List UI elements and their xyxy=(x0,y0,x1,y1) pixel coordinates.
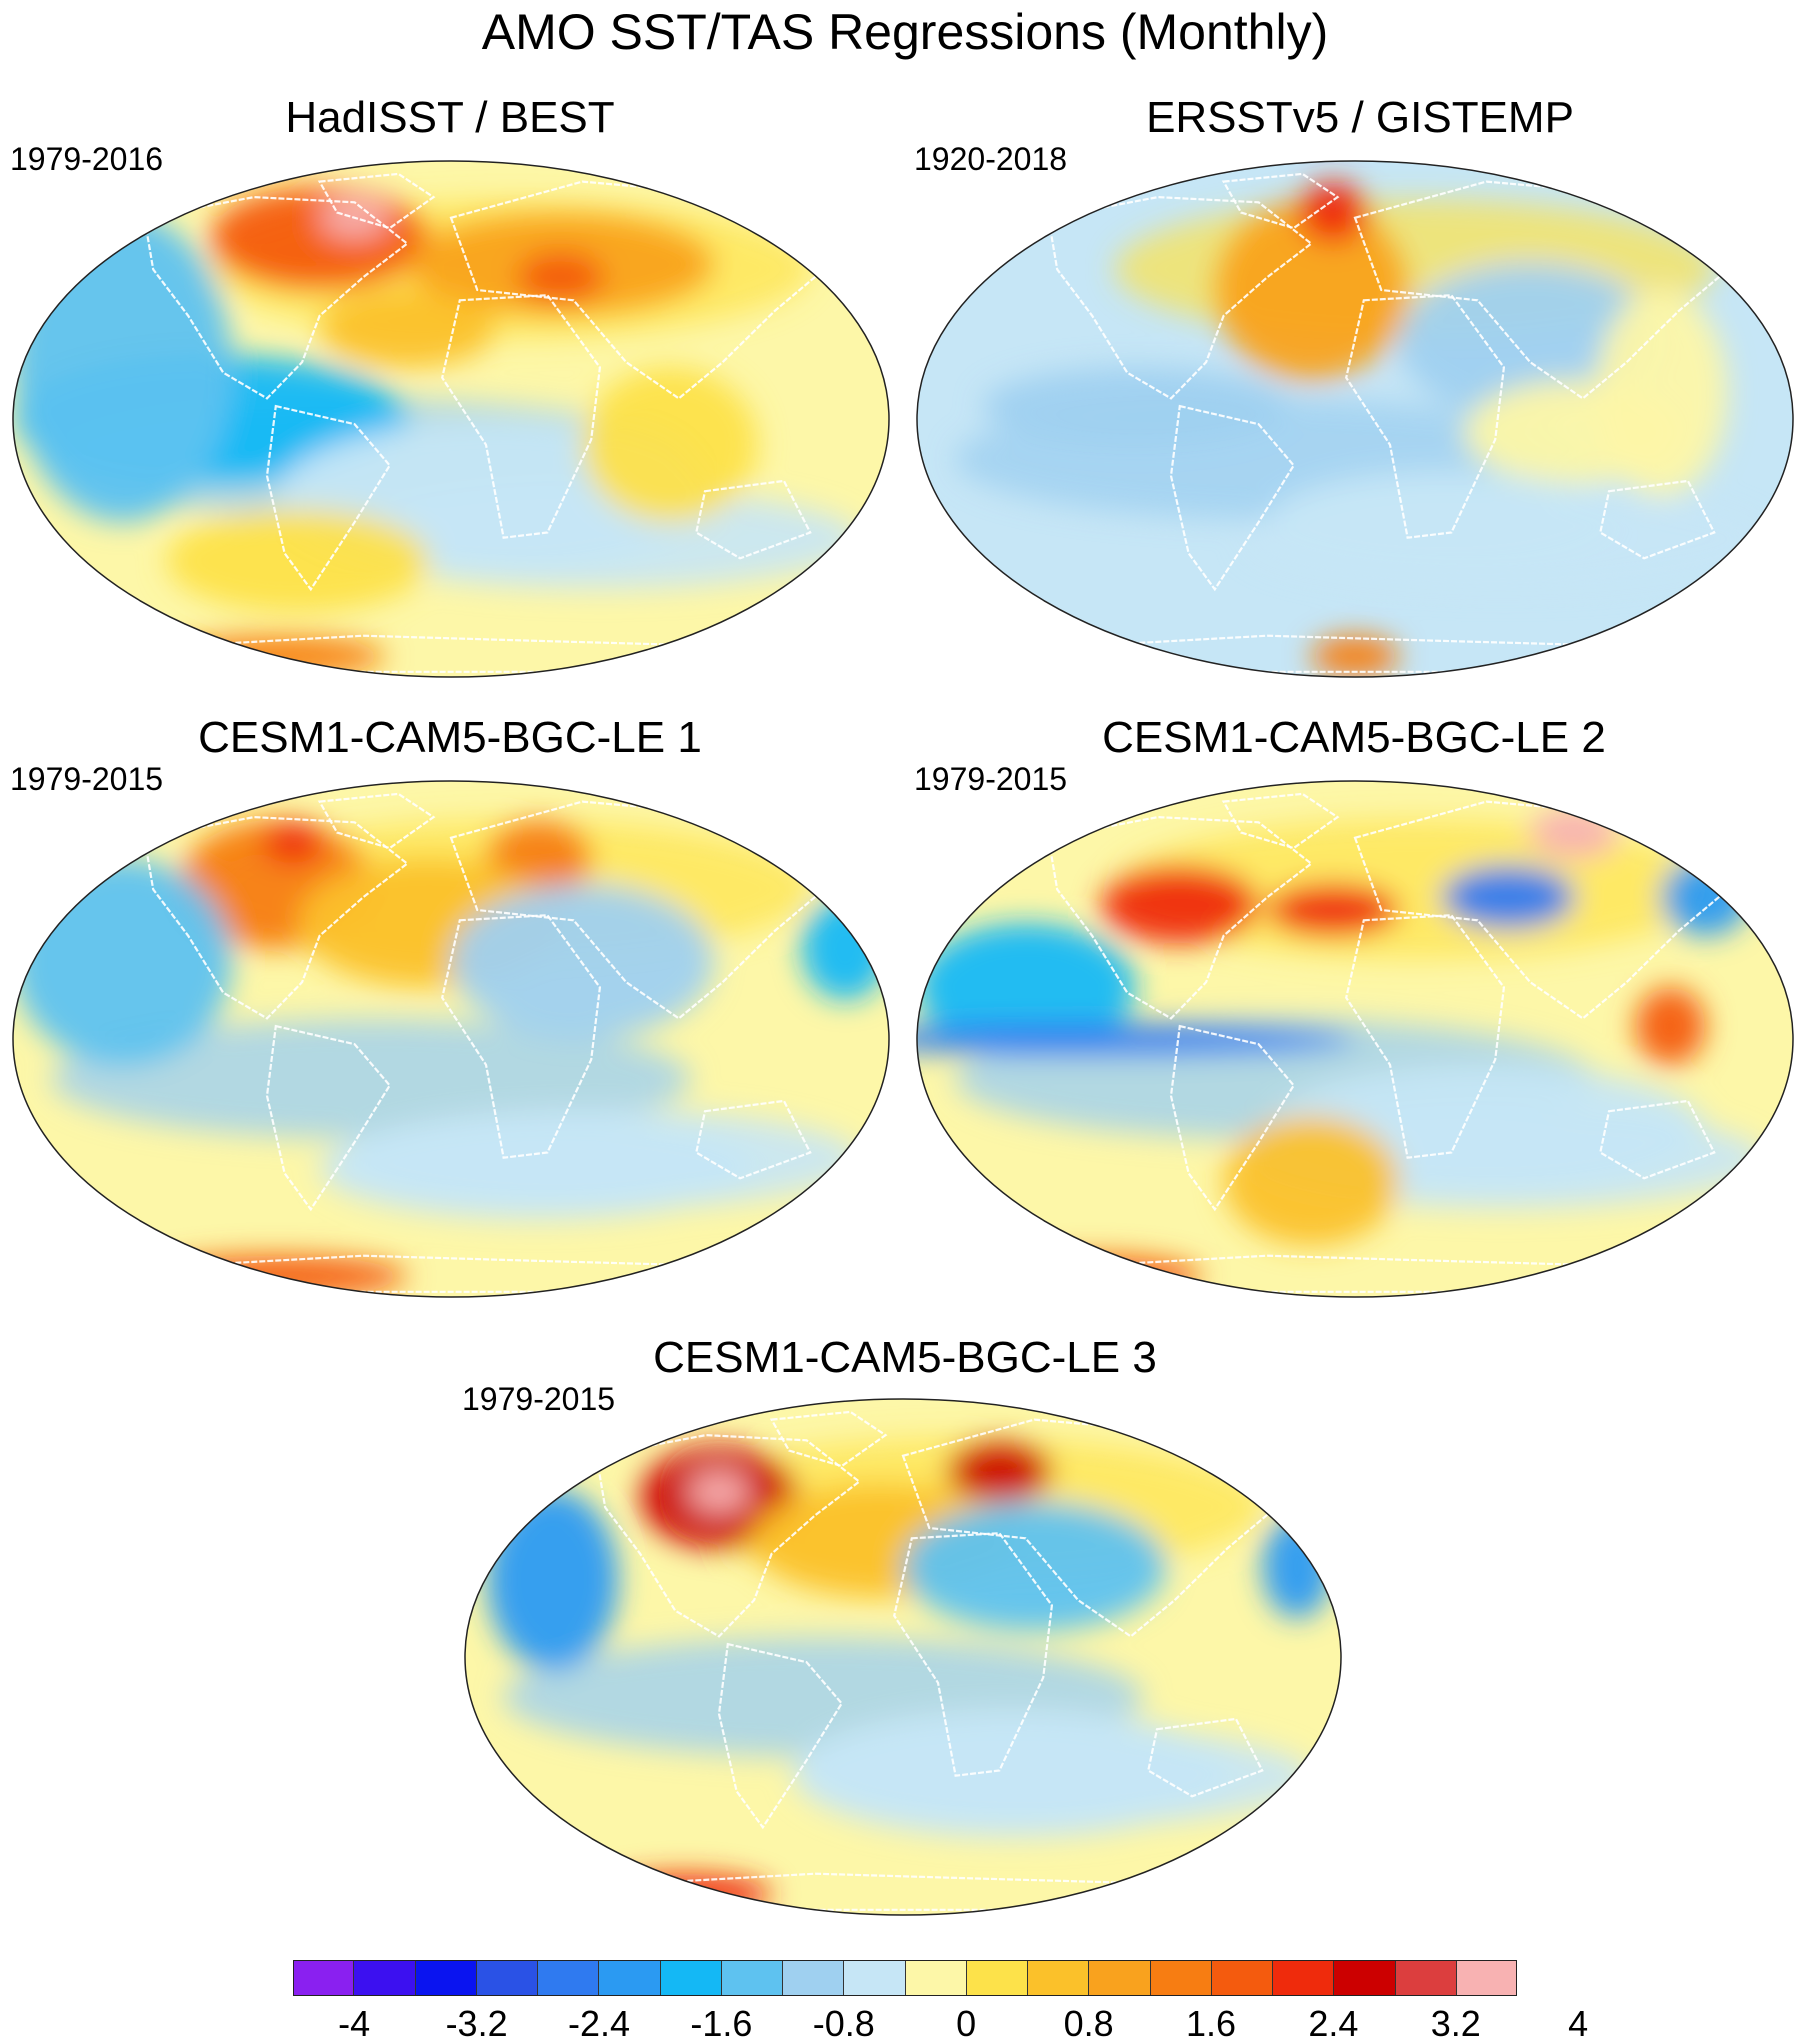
coastline-namerica xyxy=(1047,195,1313,400)
colorbar-tick-label: 0 xyxy=(956,2003,977,2044)
coastline-samerica xyxy=(265,1024,392,1212)
colorbar-tick-label: -0.8 xyxy=(812,2003,875,2044)
map-field xyxy=(13,781,889,1297)
coastline-namerica xyxy=(595,1433,861,1638)
colorbar-tick-label: 4 xyxy=(1568,2003,1589,2044)
coastline-africa xyxy=(1345,294,1506,539)
colorbar-swatch xyxy=(599,1960,661,1996)
panel-title: CESM1-CAM5-BGC-LE 1 xyxy=(198,713,702,762)
map-cesm-le-2 xyxy=(916,780,1794,1298)
coastline-samerica xyxy=(1169,1024,1296,1212)
panel-period: 1979-2015 xyxy=(462,1381,616,1417)
map-field xyxy=(917,161,1793,677)
coastline-greenland xyxy=(1221,792,1340,850)
colorbar-tick-label: 3.2 xyxy=(1430,2003,1481,2044)
coastline-greenland xyxy=(1221,172,1340,230)
panel-title: CESM1-CAM5-BGC-LE 3 xyxy=(653,1333,1157,1382)
coastline-australia xyxy=(1599,1099,1716,1180)
panel-title: HadISST / BEST xyxy=(285,93,615,142)
colorbar-swatch xyxy=(415,1960,477,1996)
coastline-namerica xyxy=(1047,815,1313,1020)
colorbar-swatch xyxy=(783,1960,845,1996)
colorbar-swatch xyxy=(354,1960,416,1996)
colorbar-swatch xyxy=(1211,1960,1273,1996)
colorbar-swatch xyxy=(1334,1960,1396,1996)
colorbar-swatch xyxy=(1273,1960,1335,1996)
colorbar-swatch xyxy=(721,1960,783,1996)
figure-title: AMO SST/TAS Regressions (Monthly) xyxy=(481,4,1329,60)
map-cesm-le-1 xyxy=(12,780,890,1298)
panel-period: 1979-2015 xyxy=(10,761,164,797)
colorbar-swatch xyxy=(966,1960,1028,1996)
panel-title: ERSSTv5 / GISTEMP xyxy=(1146,93,1574,142)
coastline-australia xyxy=(1147,1717,1264,1798)
map-field xyxy=(13,161,889,677)
colorbar xyxy=(293,1960,1517,1996)
coastline-africa xyxy=(1345,914,1506,1159)
coastline-samerica xyxy=(265,404,392,592)
coastline-africa xyxy=(893,1532,1054,1777)
coastline-greenland xyxy=(317,172,436,230)
colorbar-tick-label: -1.6 xyxy=(690,2003,753,2044)
colorbar-swatch xyxy=(1089,1960,1151,1996)
coastline-africa xyxy=(441,914,602,1159)
coastline-namerica xyxy=(143,815,409,1020)
colorbar-tick-label: -4 xyxy=(338,2003,371,2044)
map-cesm-le-3 xyxy=(464,1398,1342,1916)
panel-period: 1920-2018 xyxy=(914,141,1068,177)
coastline-greenland xyxy=(317,792,436,850)
coastline-australia xyxy=(695,1099,812,1180)
coastline-australia xyxy=(695,479,812,560)
colorbar-swatch xyxy=(660,1960,722,1996)
colorbar-swatch xyxy=(1150,1960,1212,1996)
map-ersstv5-gistemp xyxy=(916,160,1794,678)
coastline-samerica xyxy=(1169,404,1296,592)
colorbar-swatch xyxy=(844,1960,906,1996)
colorbar-tick-label: 2.4 xyxy=(1308,2003,1359,2044)
colorbar-swatch xyxy=(1456,1960,1517,1996)
colorbar-swatch xyxy=(905,1960,967,1996)
coastline-australia xyxy=(1599,479,1716,560)
coastline-africa xyxy=(441,294,602,539)
colorbar-swatch xyxy=(293,1960,355,1996)
map-field xyxy=(917,781,1793,1297)
coastline-samerica xyxy=(717,1642,844,1830)
colorbar-tick-label: -2.4 xyxy=(567,2003,631,2044)
colorbar-swatch xyxy=(1028,1960,1090,1996)
panel-title: CESM1-CAM5-BGC-LE 2 xyxy=(1102,713,1606,762)
panel-period: 1979-2015 xyxy=(914,761,1068,797)
colorbar-swatch xyxy=(538,1960,600,1996)
colorbar-swatch xyxy=(476,1960,538,1996)
panel-period: 1979-2016 xyxy=(10,141,164,177)
coastline-greenland xyxy=(769,1410,888,1468)
colorbar-tick-label: 0.8 xyxy=(1063,2003,1114,2044)
map-hadisst-best xyxy=(12,160,890,678)
coastline-namerica xyxy=(143,195,409,400)
colorbar-tick-label: -3.2 xyxy=(445,2003,508,2044)
colorbar-swatch xyxy=(1395,1960,1457,1996)
colorbar-tick-label: 1.6 xyxy=(1185,2003,1237,2044)
